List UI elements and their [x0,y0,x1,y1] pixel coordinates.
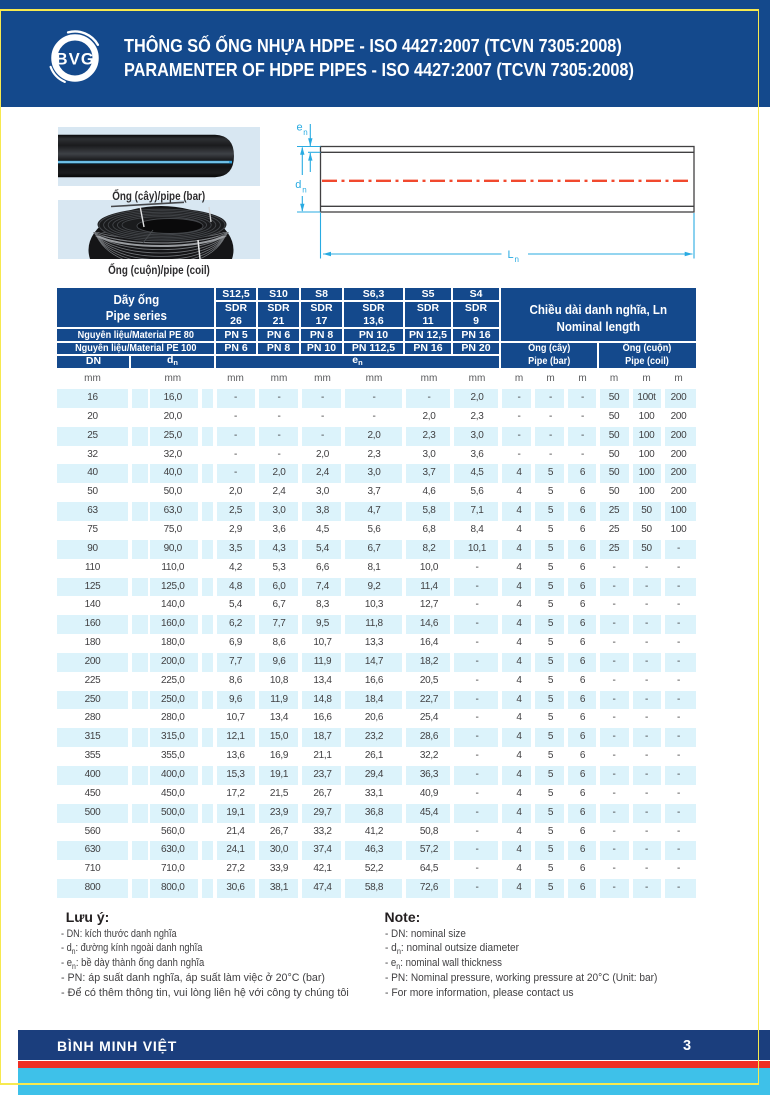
svg-text:n: n [303,128,307,137]
svg-text:n: n [515,255,519,264]
svg-text:L: L [508,249,514,261]
svg-text:n: n [302,186,306,195]
svg-text:BVG: BVG [55,50,94,68]
svg-text:d: d [295,179,301,191]
svg-text:e: e [297,122,303,134]
